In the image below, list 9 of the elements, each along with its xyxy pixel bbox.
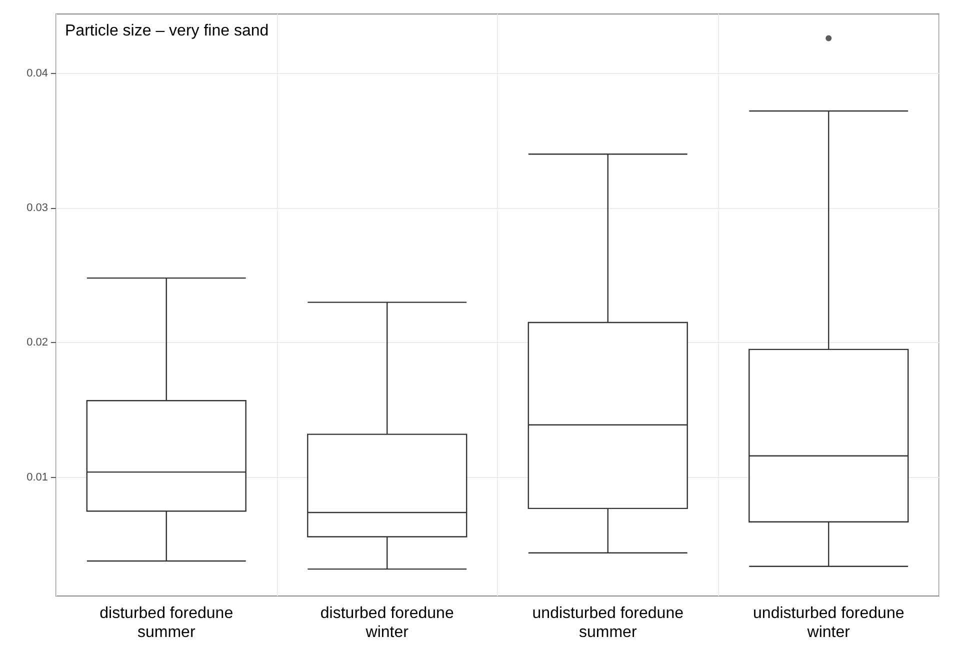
- x-tick-label: disturbed foredune summer: [100, 605, 234, 641]
- x-tick-label: undisturbed foredune winter: [753, 605, 904, 641]
- x-tick-label: disturbed foredune winter: [320, 605, 454, 641]
- text: Particle size – very fine sand: [65, 22, 269, 40]
- y-tick-label: 0.01: [26, 471, 48, 484]
- x-tick-label: undisturbed foredune summer: [532, 605, 684, 641]
- y-tick-label: 0.04: [26, 67, 48, 80]
- y-tick-label: 0.02: [26, 336, 48, 349]
- y-tick-label: 0.03: [26, 202, 48, 214]
